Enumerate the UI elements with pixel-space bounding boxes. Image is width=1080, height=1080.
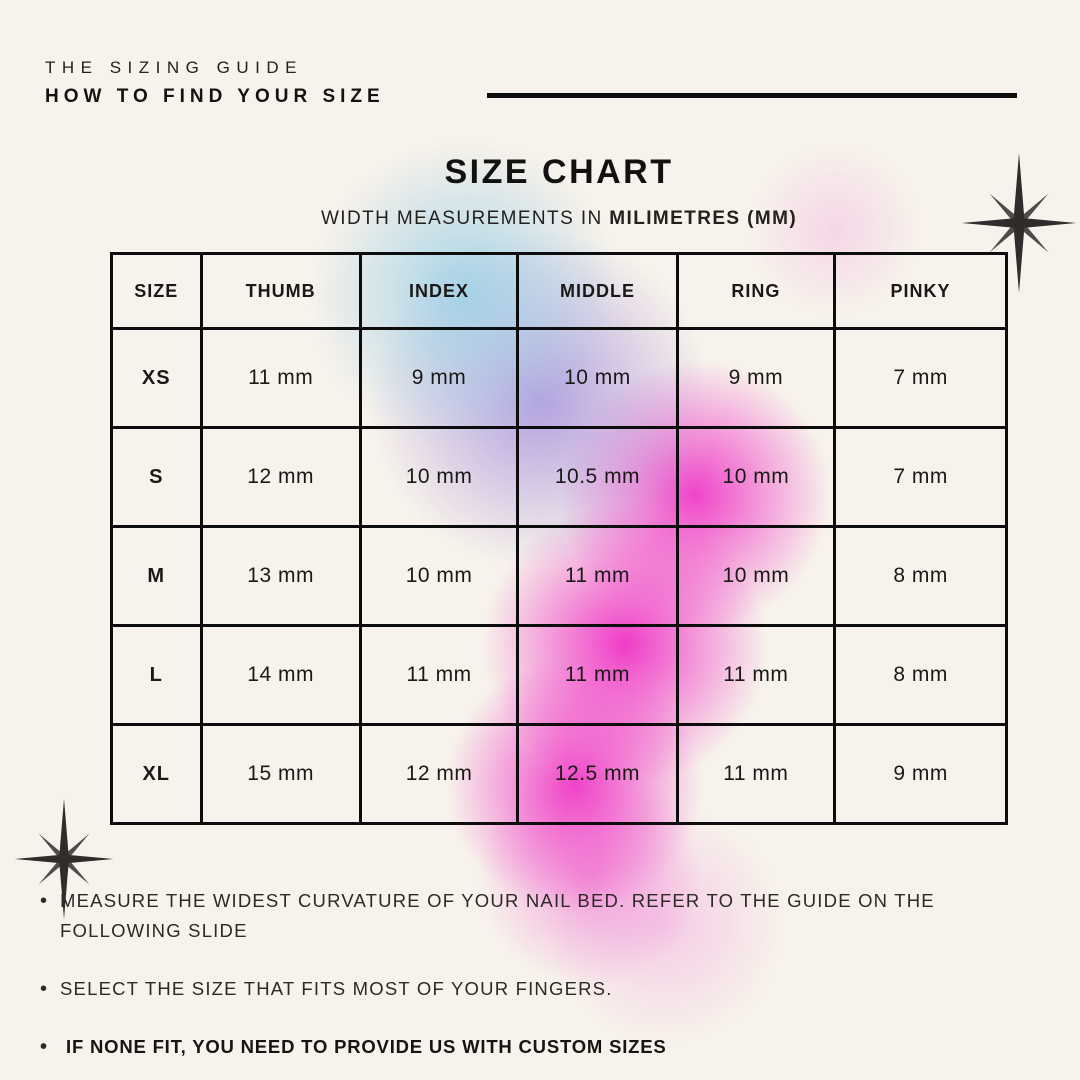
column-header-size: SIZE (110, 252, 203, 330)
note-item: MEASURE THE WIDEST CURVATURE OF YOUR NAI… (38, 886, 1056, 946)
note-text: IF NONE FIT, YOU NEED TO PROVIDE US WITH… (66, 1036, 667, 1057)
table-cell: 10 mm (358, 525, 520, 627)
table-cell: 10 mm (516, 327, 679, 429)
table-row-s: S 12 mm 10 mm 10.5 mm 10 mm 7 mm (110, 426, 1008, 528)
table-cell: 14 mm (199, 624, 362, 726)
table-cell: 12 mm (358, 723, 520, 825)
row-label: M (110, 525, 203, 627)
table-cell: 12.5 mm (516, 723, 679, 825)
table-cell: 8 mm (833, 525, 1008, 627)
size-chart-table: SIZE THUMB INDEX MIDDLE RING PINKY XS 11… (110, 252, 1008, 825)
row-label: L (110, 624, 203, 726)
column-header-ring: RING (675, 252, 837, 330)
column-header-thumb: THUMB (199, 252, 362, 330)
table-cell: 12 mm (199, 426, 362, 528)
row-label: XL (110, 723, 203, 825)
table-cell: 15 mm (199, 723, 362, 825)
column-header-index: INDEX (358, 252, 520, 330)
table-cell: 13 mm (199, 525, 362, 627)
table-cell: 10 mm (358, 426, 520, 528)
table-row-xl: XL 15 mm 12 mm 12.5 mm 11 mm 9 mm (110, 723, 1008, 825)
table-cell: 11 mm (516, 624, 679, 726)
table-cell: 8 mm (833, 624, 1008, 726)
table-cell: 9 mm (358, 327, 520, 429)
row-label: XS (110, 327, 203, 429)
table-cell: 11 mm (199, 327, 362, 429)
instructions-list: MEASURE THE WIDEST CURVATURE OF YOUR NAI… (38, 886, 1056, 1080)
note-item: SELECT THE SIZE THAT FITS MOST OF YOUR F… (38, 974, 1056, 1004)
table-cell: 11 mm (358, 624, 520, 726)
table-cell: 11 mm (516, 525, 679, 627)
table-cell: 10 mm (675, 525, 837, 627)
table-cell: 11 mm (675, 723, 837, 825)
table-cell: 11 mm (675, 624, 837, 726)
chart-heading: SIZE CHART WIDTH MEASUREMENTS IN MILIMET… (110, 153, 1008, 230)
table-cell: 9 mm (675, 327, 837, 429)
sparkle-icon (961, 153, 1077, 293)
row-label: S (110, 426, 203, 528)
page-header: THE SIZING GUIDE HOW TO FIND YOUR SIZE (45, 58, 385, 108)
subtitle-prefix: WIDTH MEASUREMENTS IN (320, 208, 610, 229)
table-row-xs: XS 11 mm 9 mm 10 mm 9 mm 7 mm (110, 327, 1008, 429)
header-eyebrow: THE SIZING GUIDE (45, 58, 303, 77)
note-item-custom-sizes: IF NONE FIT, YOU NEED TO PROVIDE US WITH… (38, 1032, 1056, 1062)
table-row-m: M 13 mm 10 mm 11 mm 10 mm 8 mm (110, 525, 1008, 627)
column-header-middle: MIDDLE (516, 252, 679, 330)
table-cell: 7 mm (833, 426, 1008, 528)
note-text: SELECT THE SIZE THAT FITS MOST OF YOUR F… (60, 978, 613, 999)
table-cell: 7 mm (833, 327, 1008, 429)
note-text: MEASURE THE WIDEST CURVATURE OF YOUR NAI… (60, 890, 935, 941)
column-header-pinky: PINKY (833, 252, 1008, 330)
header-rule-line (487, 93, 1017, 98)
subtitle-units: MILIMETRES (MM) (609, 208, 798, 229)
sparkle-icon (14, 798, 114, 920)
table-cell: 10 mm (675, 426, 837, 528)
table-header-row: SIZE THUMB INDEX MIDDLE RING PINKY (110, 252, 1008, 330)
chart-title: SIZE CHART (444, 153, 674, 191)
chart-subtitle: WIDTH MEASUREMENTS IN MILIMETRES (MM) (110, 208, 1008, 230)
table-cell: 10.5 mm (516, 426, 679, 528)
page-title: HOW TO FIND YOUR SIZE (45, 86, 385, 107)
table-row-l: L 14 mm 11 mm 11 mm 11 mm 8 mm (110, 624, 1008, 726)
table-cell: 9 mm (833, 723, 1008, 825)
